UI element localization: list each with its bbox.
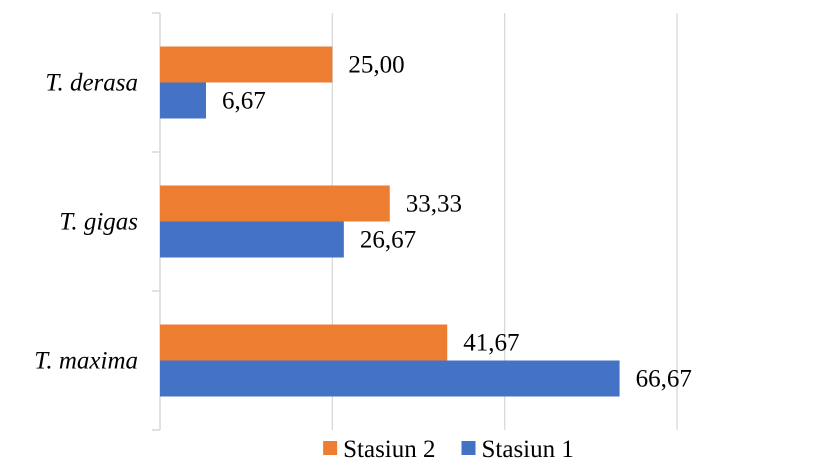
bars (160, 46, 620, 397)
bar (160, 221, 344, 258)
legend-label: Stasiun 2 (343, 436, 435, 462)
category-labels: T. derasa T. gigas T. maxima (34, 70, 138, 375)
value-labels: 25,00 6,67 33,33 26,67 41,67 66,67 (222, 52, 692, 393)
legend-label: Stasiun 1 (482, 436, 574, 462)
bar (160, 324, 448, 361)
data-label: 41,67 (463, 330, 519, 357)
category-label: T. gigas (59, 209, 138, 236)
data-label: 26,67 (360, 227, 416, 254)
category-label: T. derasa (45, 70, 138, 97)
category-label: T. maxima (34, 348, 138, 375)
legend-swatch (461, 441, 476, 455)
bar (160, 360, 620, 397)
bar (160, 46, 333, 83)
legend-swatch (323, 441, 338, 455)
data-label: 33,33 (406, 191, 462, 218)
data-label: 6,67 (222, 88, 266, 115)
data-label: 66,67 (636, 366, 692, 393)
bar (160, 82, 206, 119)
legend: Stasiun 2 Stasiun 1 (323, 436, 574, 462)
category-axis (152, 12, 161, 431)
data-label: 25,00 (348, 52, 404, 79)
bar (160, 185, 390, 222)
